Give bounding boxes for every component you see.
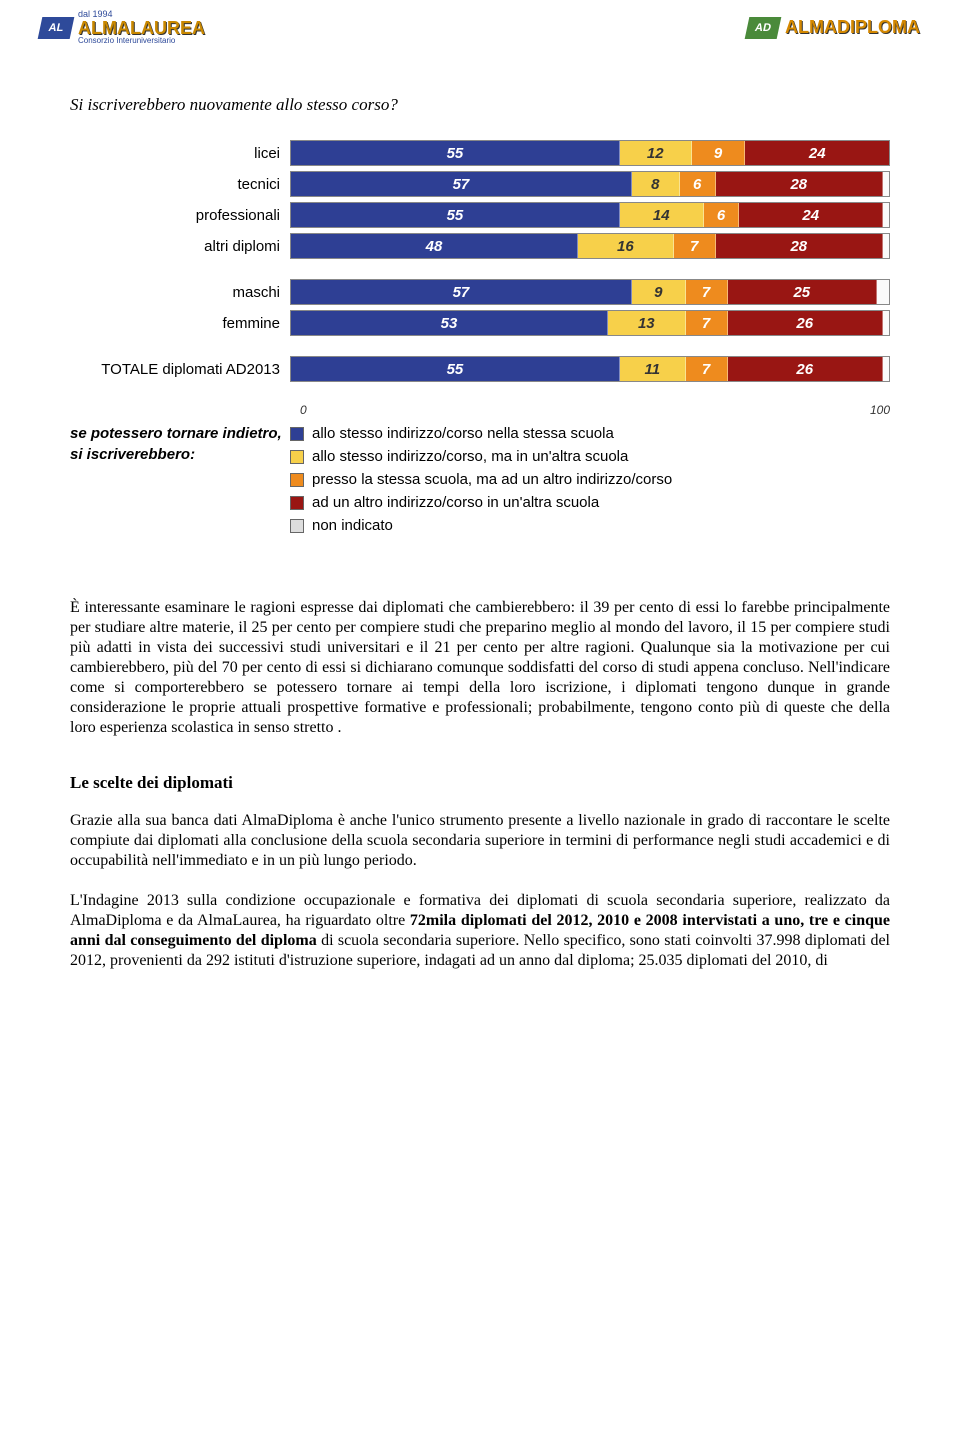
legend-label: ad un altro indirizzo/corso in un'altra … bbox=[312, 492, 599, 513]
legend-swatch bbox=[290, 450, 304, 464]
bar-track: 5511726 bbox=[290, 356, 890, 382]
bar-segment: 6 bbox=[704, 203, 740, 227]
chart-row: tecnici578628 bbox=[70, 170, 890, 198]
bar-segment: 28 bbox=[716, 172, 883, 196]
logo-text-almalaurea: ALMALAUREA bbox=[78, 19, 205, 37]
chart-row: professionali5514624 bbox=[70, 201, 890, 229]
bar-segment: 55 bbox=[291, 203, 620, 227]
bar-segment: 7 bbox=[686, 311, 728, 335]
bar-segment: 26 bbox=[728, 311, 883, 335]
legend-swatch bbox=[290, 519, 304, 533]
bar-segment: 8 bbox=[632, 172, 680, 196]
bar-segment: 11 bbox=[620, 357, 686, 381]
row-label: TOTALE diplomati AD2013 bbox=[70, 361, 290, 378]
chart-group: TOTALE diplomati AD20135511726 bbox=[70, 355, 890, 383]
logo-almalaurea: AL dal 1994 ALMALAUREA Consorzio Interun… bbox=[40, 10, 205, 45]
logo-almadiploma: AD ALMADIPLOMA bbox=[747, 17, 920, 39]
bar-segment: 6 bbox=[680, 172, 716, 196]
row-label: altri diplomi bbox=[70, 238, 290, 255]
bar-segment: 13 bbox=[608, 311, 686, 335]
bar-segment: 57 bbox=[291, 280, 632, 304]
legend-label: allo stesso indirizzo/corso, ma in un'al… bbox=[312, 446, 628, 467]
stacked-bar-chart: licei5512924tecnici578628professionali55… bbox=[70, 139, 890, 538]
legend-item: allo stesso indirizzo/corso, ma in un'al… bbox=[290, 446, 890, 467]
chart-row: TOTALE diplomati AD20135511726 bbox=[70, 355, 890, 383]
bar-track: 5514624 bbox=[290, 202, 890, 228]
bar-segment: 12 bbox=[620, 141, 692, 165]
bar-segment: 48 bbox=[291, 234, 578, 258]
logo-text-almadiploma: ALMADIPLOMA bbox=[785, 17, 920, 38]
paragraph-2: Grazie alla sua banca dati AlmaDiploma è… bbox=[70, 811, 890, 871]
bar-segment: 14 bbox=[620, 203, 704, 227]
legend-item: non indicato bbox=[290, 515, 890, 536]
bar-segment: 57 bbox=[291, 172, 632, 196]
bar-segment: 7 bbox=[686, 357, 728, 381]
row-label: femmine bbox=[70, 315, 290, 332]
bar-track: 5313726 bbox=[290, 310, 890, 336]
logo-badge-ad: AD bbox=[745, 17, 782, 39]
chart-row: femmine5313726 bbox=[70, 309, 890, 337]
body-text: È interessante esaminare le ragioni espr… bbox=[70, 598, 890, 971]
legend-swatch bbox=[290, 496, 304, 510]
legend-label: presso la stessa scuola, ma ad un altro … bbox=[312, 469, 672, 490]
bar-segment: 28 bbox=[716, 234, 883, 258]
header: AL dal 1994 ALMALAUREA Consorzio Interun… bbox=[0, 0, 960, 55]
bar-track: 578628 bbox=[290, 171, 890, 197]
legend-prefix: se potessero tornare indietro,si iscrive… bbox=[70, 423, 290, 538]
bar-segment: 7 bbox=[686, 280, 728, 304]
bar-segment: 55 bbox=[291, 141, 620, 165]
chart-row: maschi579725 bbox=[70, 278, 890, 306]
row-label: professionali bbox=[70, 207, 290, 224]
row-label: licei bbox=[70, 145, 290, 162]
bar-segment: 55 bbox=[291, 357, 620, 381]
bar-segment: 24 bbox=[745, 141, 889, 165]
chart-title: Si iscriverebbero nuovamente allo stesso… bbox=[70, 95, 890, 115]
chart-group: maschi579725femmine5313726 bbox=[70, 278, 890, 337]
section-heading: Le scelte dei diplomati bbox=[70, 772, 890, 793]
bar-segment: 53 bbox=[291, 311, 608, 335]
paragraph-1: È interessante esaminare le ragioni espr… bbox=[70, 598, 890, 738]
row-label: tecnici bbox=[70, 176, 290, 193]
page-content: Si iscriverebbero nuovamente allo stesso… bbox=[0, 55, 960, 1021]
logo-sub: Consorzio Interuniversitario bbox=[78, 37, 175, 45]
legend-item: ad un altro indirizzo/corso in un'altra … bbox=[290, 492, 890, 513]
bar-track: 4816728 bbox=[290, 233, 890, 259]
logo-badge-al: AL bbox=[38, 17, 75, 39]
row-label: maschi bbox=[70, 284, 290, 301]
bar-track: 5512924 bbox=[290, 140, 890, 166]
legend-item: presso la stessa scuola, ma ad un altro … bbox=[290, 469, 890, 490]
chart-row: altri diplomi4816728 bbox=[70, 232, 890, 260]
bar-segment: 9 bbox=[632, 280, 686, 304]
bar-segment: 9 bbox=[692, 141, 746, 165]
bar-segment: 25 bbox=[728, 280, 878, 304]
bar-track: 579725 bbox=[290, 279, 890, 305]
legend-label: allo stesso indirizzo/corso nella stessa… bbox=[312, 423, 614, 444]
bar-segment: 26 bbox=[728, 357, 883, 381]
bar-segment: 24 bbox=[739, 203, 883, 227]
legend-item: allo stesso indirizzo/corso nella stessa… bbox=[290, 423, 890, 444]
legend-swatch bbox=[290, 473, 304, 487]
legend-swatch bbox=[290, 427, 304, 441]
paragraph-3: L'Indagine 2013 sulla condizione occupaz… bbox=[70, 891, 890, 971]
legend-label: non indicato bbox=[312, 515, 393, 536]
chart-group: licei5512924tecnici578628professionali55… bbox=[70, 139, 890, 260]
chart-row: licei5512924 bbox=[70, 139, 890, 167]
chart-legend: se potessero tornare indietro,si iscrive… bbox=[70, 423, 890, 538]
bar-segment: 7 bbox=[674, 234, 716, 258]
x-axis: 0100 bbox=[300, 401, 890, 419]
bar-segment: 16 bbox=[578, 234, 674, 258]
